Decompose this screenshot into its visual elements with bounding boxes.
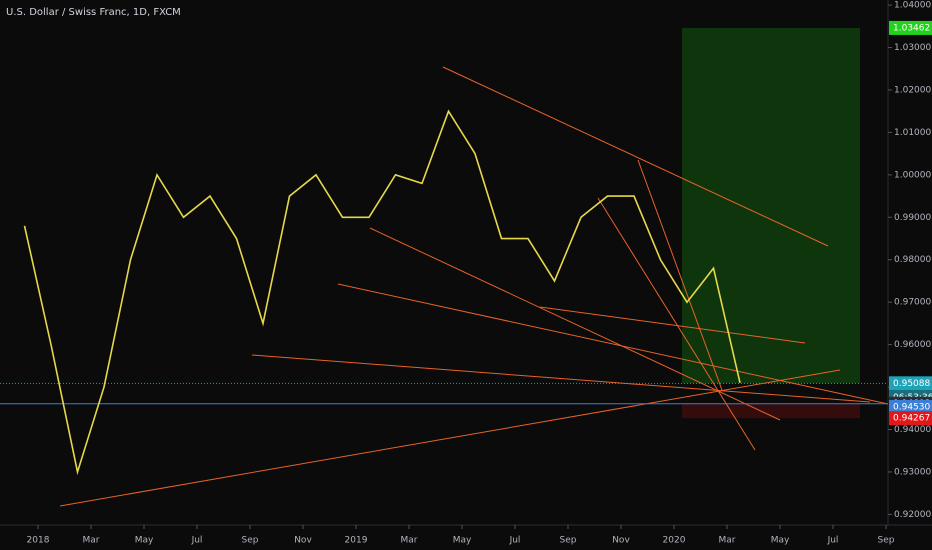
x-tick-label: Jul [827, 536, 839, 546]
trend-line [597, 197, 756, 451]
x-tick-label: 2019 [345, 536, 368, 546]
x-tick-label: Mar [719, 536, 736, 546]
trend-line [59, 369, 841, 507]
x-tick-label: Jul [191, 536, 203, 546]
y-tick-label: 1.00000 [894, 170, 931, 180]
trend-line [442, 66, 829, 247]
y-tick-label: 1.03000 [894, 43, 931, 53]
y-tick-label: 1.02000 [894, 85, 931, 95]
price-label: 1.03462 [893, 23, 930, 33]
x-tick-label: Nov [612, 536, 630, 546]
trend-line [337, 283, 889, 405]
x-tick-label: Sep [878, 536, 895, 546]
price-label: 0.95088 [893, 379, 930, 389]
x-tick-label: Mar [83, 536, 100, 546]
trend-line [539, 306, 806, 344]
x-tick-label: Nov [294, 536, 312, 546]
x-tick-label: May [771, 536, 790, 546]
x-tick-label: 2018 [27, 536, 50, 546]
x-tick-label: Jul [509, 536, 521, 546]
price-label: 0.94530 [893, 403, 930, 413]
x-tick-label: May [135, 536, 154, 546]
y-tick-label: 0.99000 [894, 213, 931, 223]
price-label-bg [889, 400, 932, 415]
profit-zone [682, 27, 860, 384]
price-label-bg [889, 376, 932, 391]
x-tick-label: Sep [242, 536, 259, 546]
x-tick-label: Sep [560, 536, 577, 546]
price-label: 0.94267 [893, 414, 930, 424]
y-tick-label: 0.98000 [894, 255, 931, 265]
y-tick-label: 0.93000 [894, 467, 931, 477]
x-tick-label: 2020 [663, 536, 686, 546]
price-line-series [23, 109, 741, 476]
price-label-bg [889, 411, 932, 426]
trend-line [637, 159, 723, 391]
loss-zone [682, 403, 860, 419]
x-tick-label: May [453, 536, 472, 546]
y-tick-label: 1.04000 [894, 1, 931, 11]
y-tick-label: 0.92000 [894, 510, 931, 520]
y-tick-label: 0.94000 [894, 425, 931, 435]
y-tick-label: 0.96000 [894, 340, 931, 350]
chart-title: U.S. Dollar / Swiss Franc, 1D, FXCM [6, 7, 181, 18]
trend-line [251, 354, 871, 403]
position-tool [682, 27, 860, 419]
x-tick-label: Mar [401, 536, 418, 546]
y-tick-label: 0.97000 [894, 298, 931, 308]
trend-line [369, 227, 781, 421]
price-label-bg [889, 20, 932, 35]
y-tick-label: 1.01000 [894, 128, 931, 138]
trend-lines [59, 66, 889, 507]
